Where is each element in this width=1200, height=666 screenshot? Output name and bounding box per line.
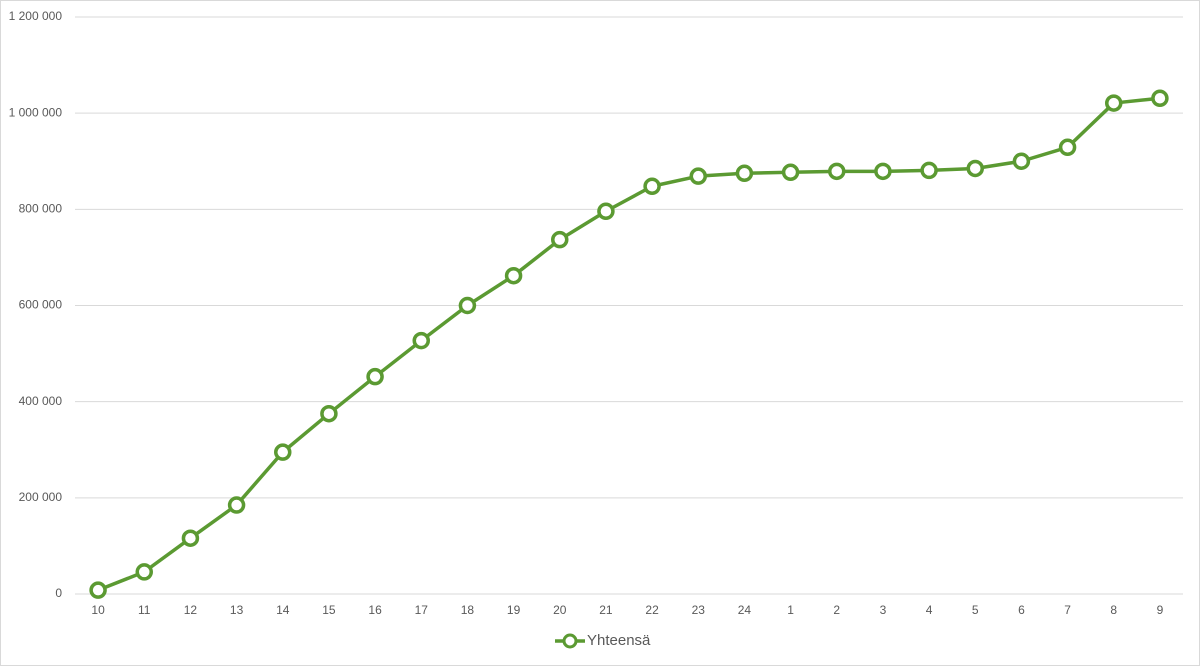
x-tick-label: 14: [276, 603, 290, 617]
x-tick-label: 7: [1064, 603, 1071, 617]
data-point: [1058, 138, 1077, 157]
data-point: [597, 202, 615, 221]
data-point: [1151, 89, 1169, 108]
x-tick-label: 2: [833, 603, 840, 617]
x-tick-label: 1: [787, 603, 794, 617]
x-tick-label: 10: [91, 603, 105, 617]
data-point: [874, 162, 892, 181]
x-tick-label: 17: [415, 603, 429, 617]
data-point: [689, 167, 707, 185]
y-tick-label: 800 000: [19, 202, 63, 216]
x-tick-label: 21: [599, 603, 613, 617]
x-tick-label: 20: [553, 603, 567, 617]
data-point: [135, 563, 153, 581]
data-point: [181, 529, 200, 547]
legend-marker: [562, 633, 578, 649]
x-tick-label: 9: [1157, 603, 1164, 617]
legend-text: Yhteensä: [587, 632, 651, 649]
y-tick-label: 400 000: [19, 394, 63, 408]
data-point: [458, 296, 477, 315]
y-tick-label: 1 200 000: [9, 9, 63, 23]
data-point: [781, 163, 800, 182]
data-point: [1105, 94, 1123, 112]
data-point: [735, 164, 754, 183]
x-tick-label: 11: [138, 603, 151, 617]
x-tick-label: 19: [507, 603, 521, 617]
data-point: [828, 162, 846, 181]
x-tick-label: 5: [972, 603, 979, 617]
data-point: [643, 177, 661, 196]
data-point: [320, 404, 338, 423]
x-tick-label: 3: [880, 603, 887, 617]
y-tick-label: 600 000: [19, 298, 63, 312]
x-tick-label: 18: [461, 603, 475, 617]
data-point: [412, 331, 430, 350]
data-point: [966, 159, 984, 178]
x-tick-label: 6: [1018, 603, 1025, 617]
x-tick-label: 22: [645, 603, 659, 617]
data-point: [920, 161, 938, 180]
x-tick-label: 12: [184, 603, 198, 617]
x-tick-label: 23: [692, 603, 706, 617]
y-tick-label: 200 000: [19, 490, 63, 504]
y-tick-label: 1 000 000: [9, 105, 63, 119]
x-tick-label: 16: [368, 603, 382, 617]
x-tick-label: 8: [1110, 603, 1117, 617]
y-tick-label: 0: [55, 586, 62, 600]
x-tick-label: 24: [738, 603, 752, 617]
x-tick-label: 15: [322, 603, 336, 617]
data-point: [551, 230, 569, 249]
x-tick-label: 4: [926, 603, 933, 617]
data-point: [366, 367, 384, 386]
data-point: [274, 443, 292, 461]
data-point: [504, 266, 523, 285]
x-tick-label: 13: [230, 603, 244, 617]
data-point: [227, 496, 246, 514]
data-point: [89, 581, 107, 599]
data-point: [1012, 152, 1031, 170]
